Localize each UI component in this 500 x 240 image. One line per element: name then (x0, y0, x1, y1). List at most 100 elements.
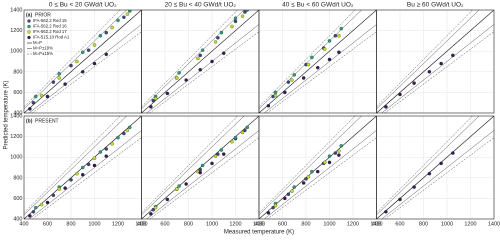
data-point (286, 192, 291, 197)
reference-line (24, 10, 142, 113)
data-point (323, 47, 327, 51)
data-point (333, 34, 338, 38)
y-tick-label: 1200 (10, 28, 22, 34)
y-tick-label: 600 (13, 196, 22, 202)
panel (141, 116, 259, 219)
data-point (98, 34, 103, 38)
data-point (196, 56, 200, 61)
data-point (210, 161, 214, 166)
data-point (337, 149, 341, 153)
reference-line (376, 116, 494, 219)
data-point (439, 61, 443, 66)
x-tick-label: 600 (160, 221, 169, 227)
data-point (323, 160, 327, 165)
data-point (213, 40, 218, 44)
data-point (210, 59, 214, 64)
reference-line (259, 10, 362, 110)
row-title: PRIOR (35, 12, 51, 18)
legend-label: IFA-515.10 Rod A1 (33, 35, 70, 40)
y-axis-label: Predicted temperature (K) (4, 80, 10, 149)
data-point (427, 70, 432, 74)
reference-line (266, 31, 377, 113)
data-point (427, 171, 432, 176)
data-point (451, 151, 455, 155)
data-point (240, 14, 245, 18)
data-point (327, 57, 332, 62)
data-point (219, 148, 224, 152)
reference-line (141, 10, 238, 107)
legend-label: IFA-562.2 Rod 16 (33, 24, 67, 29)
data-point (198, 170, 202, 175)
x-tick-label: 1200 (229, 221, 241, 227)
data-point (177, 71, 181, 75)
data-point (57, 76, 61, 80)
data-point (92, 163, 97, 168)
column-title: 0 ≤ Bu < 20 GWd/t UO₂ (49, 2, 117, 9)
reference-line (376, 116, 480, 216)
column-title: 20 ≤ Bu < 40 GWd/t UO₂ (165, 2, 237, 9)
data-point (184, 182, 188, 186)
data-point (116, 135, 120, 140)
x-tick-label: 1200 (112, 221, 124, 227)
legend-label: IFA-562.2 Rod 15 (33, 18, 67, 23)
data-point (273, 93, 278, 98)
x-tick-label: 400 (19, 221, 28, 227)
data-point (316, 65, 320, 70)
data-point (45, 200, 50, 205)
data-point (273, 203, 278, 208)
data-point (151, 98, 155, 103)
x-tick-label: 400 (137, 221, 146, 227)
x-tick-label: 800 (301, 221, 310, 227)
x-tick-label: 1200 (347, 221, 359, 227)
data-point (439, 161, 443, 166)
column-title: Bu ≥ 60 GWd/t UO₂ (407, 2, 464, 9)
x-tick-label: 1000 (88, 221, 100, 227)
data-point (57, 72, 61, 76)
data-point (301, 181, 306, 185)
panel (259, 116, 377, 219)
panel (259, 10, 377, 113)
data-point (339, 144, 343, 148)
data-point (122, 15, 126, 19)
y-tick-label: 1400 (10, 113, 22, 119)
data-point (243, 128, 247, 133)
data-point (222, 51, 226, 55)
data-point (337, 153, 341, 157)
data-point (243, 10, 247, 14)
y-tick-label: 1200 (10, 134, 22, 140)
reference-line (28, 130, 142, 219)
data-point (398, 197, 402, 202)
data-point (398, 92, 402, 97)
y-tick-label: 400 (13, 216, 22, 222)
data-point (219, 30, 224, 35)
data-point (230, 140, 234, 144)
reference-line (384, 31, 494, 113)
x-tick-label: 600 (43, 221, 52, 227)
reference-line (259, 116, 377, 219)
reference-line (259, 10, 356, 107)
reference-line (263, 24, 377, 113)
reference-line (381, 24, 494, 113)
y-tick-label: 800 (13, 69, 22, 75)
data-point (39, 93, 44, 98)
data-point (245, 10, 249, 12)
legend-label: M=P±10% (33, 46, 53, 51)
data-point (198, 68, 202, 72)
x-tick-label: 1400 (135, 221, 147, 227)
reference-line (259, 116, 356, 213)
reference-line (376, 116, 473, 213)
legend-label: IFA-562.2 Rod 17 (33, 29, 67, 34)
panel-label: (b) (26, 118, 33, 124)
data-point (304, 177, 308, 181)
data-point (266, 211, 271, 215)
panel (24, 10, 142, 113)
reference-line (376, 10, 494, 113)
data-point (337, 50, 341, 54)
data-point (151, 208, 155, 212)
data-point (233, 16, 238, 20)
data-point (200, 48, 205, 52)
reference-line (376, 10, 473, 107)
reference-line (146, 130, 259, 219)
data-point (128, 125, 132, 130)
